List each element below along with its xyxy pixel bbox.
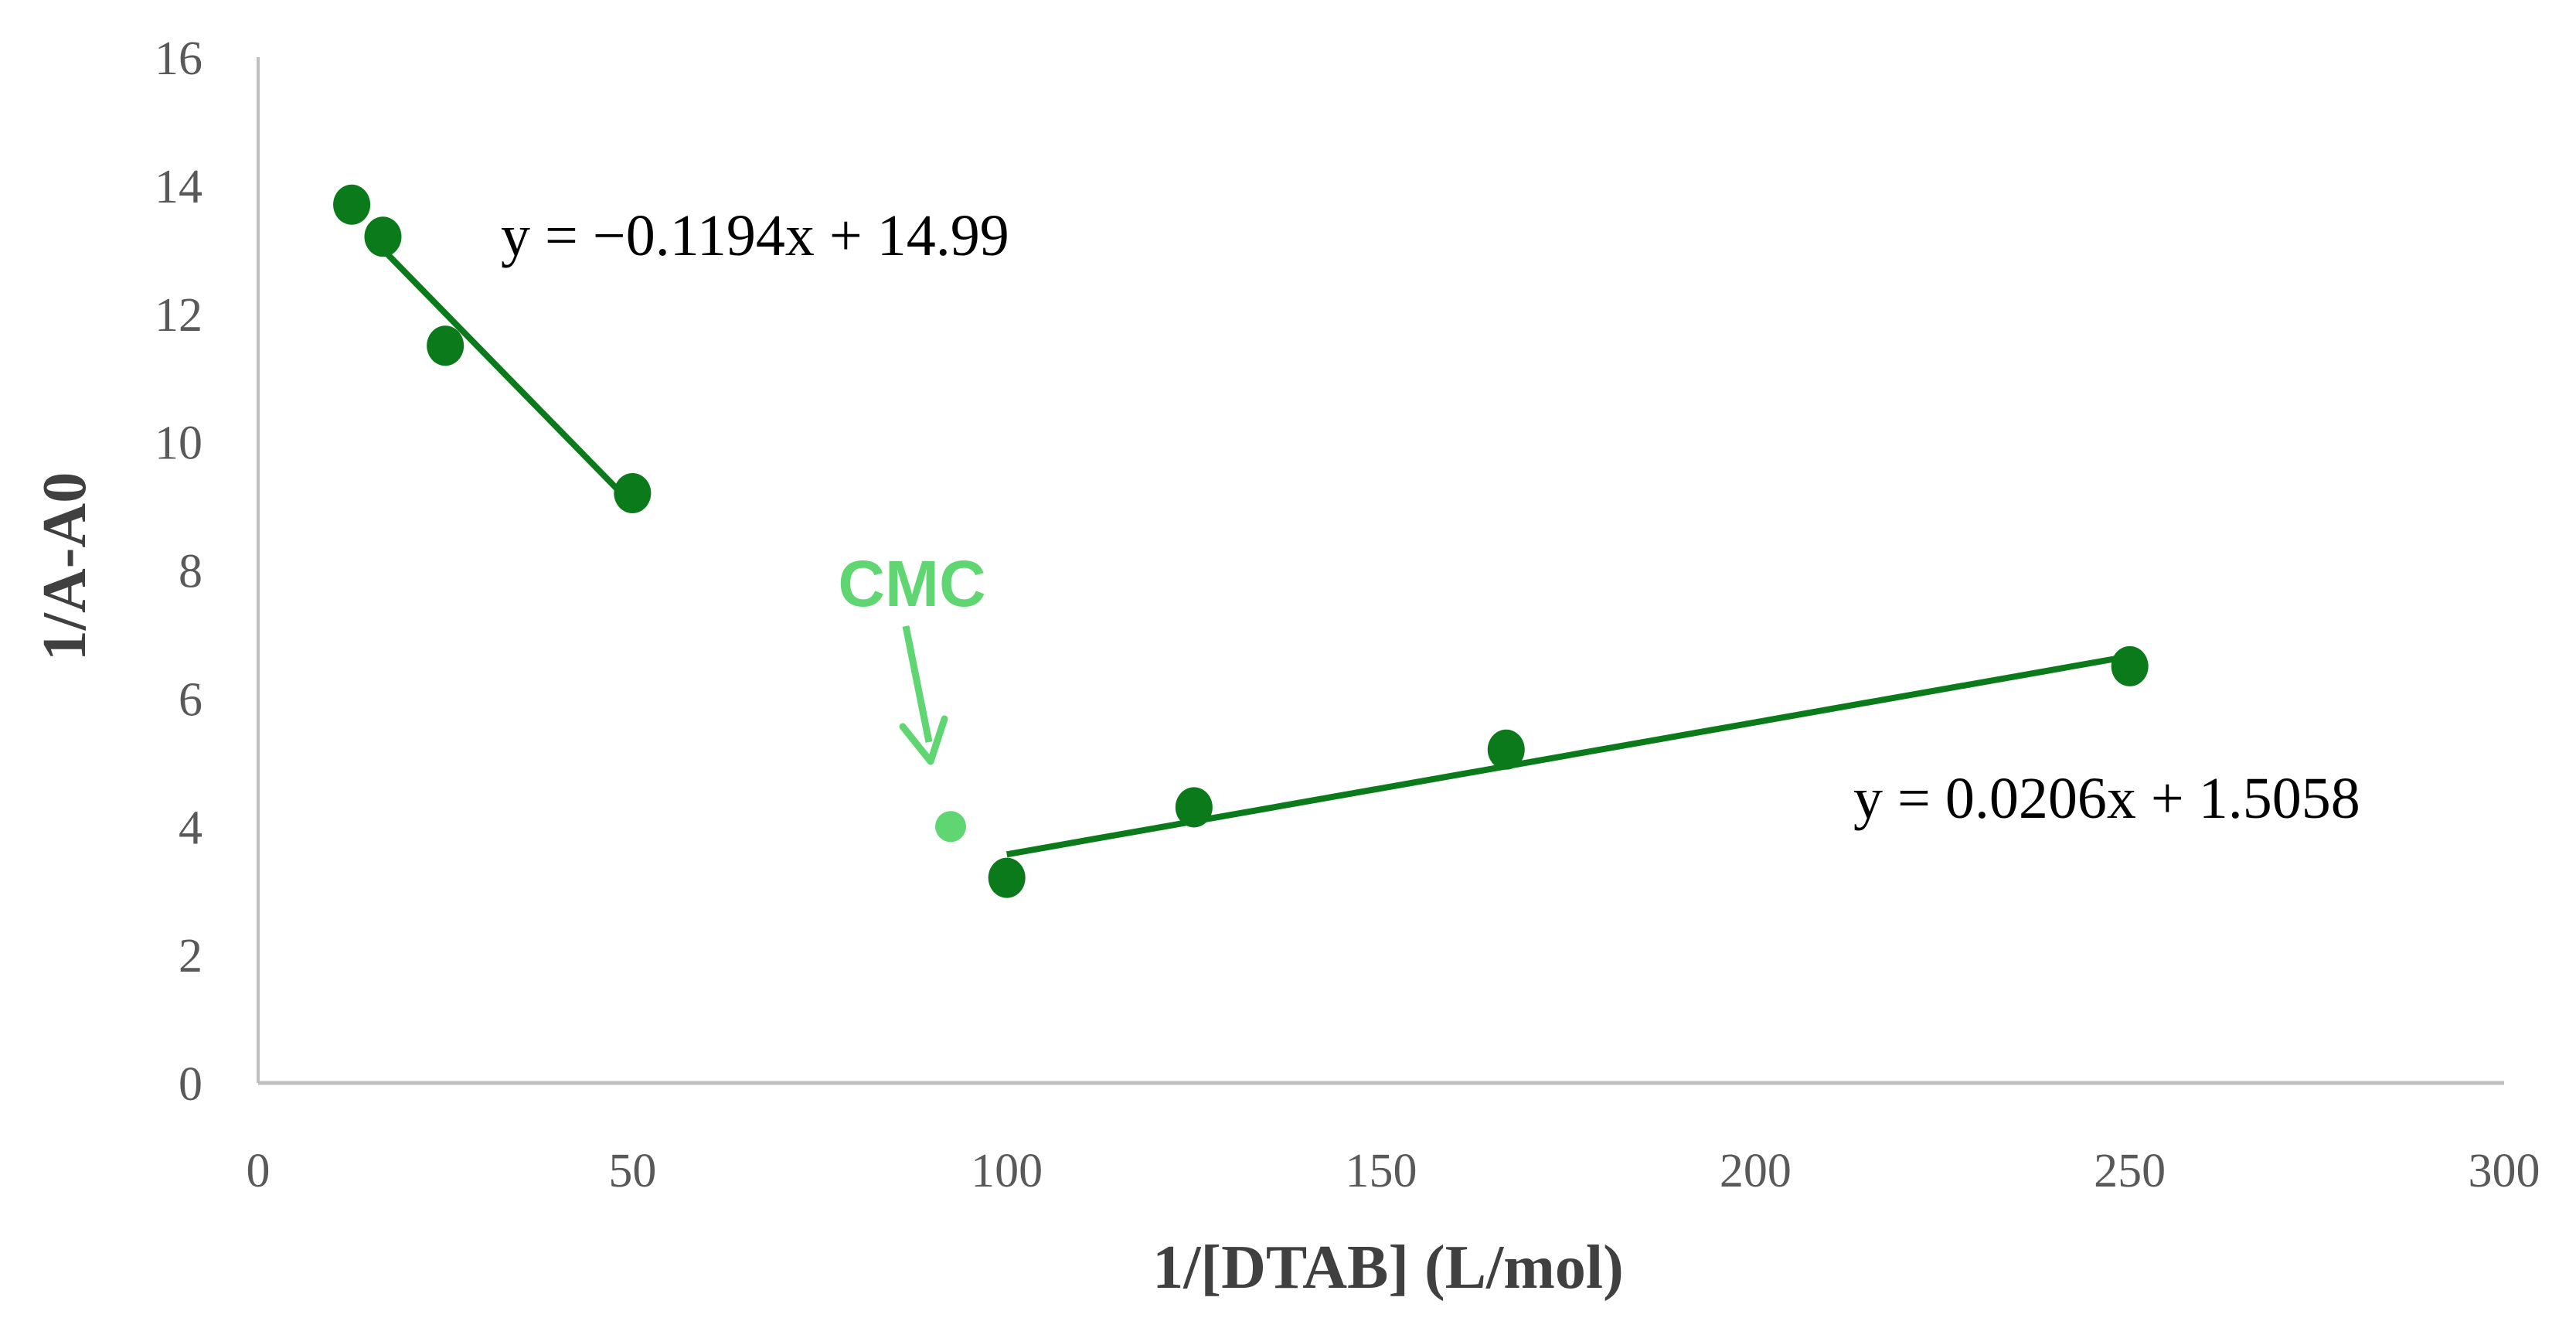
cmc-annotation: CMC [838,547,985,620]
y-tick-label: 10 [155,417,202,470]
y-tick-label: 0 [179,1058,202,1111]
trendline-label-2: y = 0.0206x + 1.5058 [1853,766,2360,831]
x-tick-label: 300 [2469,1145,2540,1197]
x-tick-label: 200 [1720,1145,1792,1197]
cmc-data-point [935,811,967,843]
data-point [2111,645,2149,686]
x-tick-label: 0 [247,1145,271,1197]
data-point [427,325,464,366]
x-axis-title: 1/[DTAB] (L/mol) [1152,1234,1624,1302]
data-point [988,857,1026,898]
y-tick-label: 2 [179,930,202,982]
data-point [1175,787,1213,828]
y-axis-title: 1/A-A0 [31,472,99,661]
trendline-label-1: y = −0.1194x + 14.99 [501,203,1009,268]
x-tick-label: 250 [2094,1145,2166,1197]
data-point [614,472,652,513]
x-tick-label: 150 [1346,1145,1417,1197]
data-point [364,216,402,257]
y-tick-label: 8 [179,546,202,598]
y-tick-label: 12 [155,289,202,342]
x-tick-label: 100 [971,1145,1043,1197]
y-tick-label: 16 [155,32,202,85]
data-point [1487,729,1525,770]
y-tick-label: 14 [155,161,202,213]
y-tick-label: 4 [179,802,202,854]
x-tick-label: 50 [608,1145,656,1197]
trendline-1 [380,247,635,507]
data-point [333,184,371,225]
cmc-arrow-icon [899,625,948,765]
y-tick-label: 6 [179,673,202,726]
